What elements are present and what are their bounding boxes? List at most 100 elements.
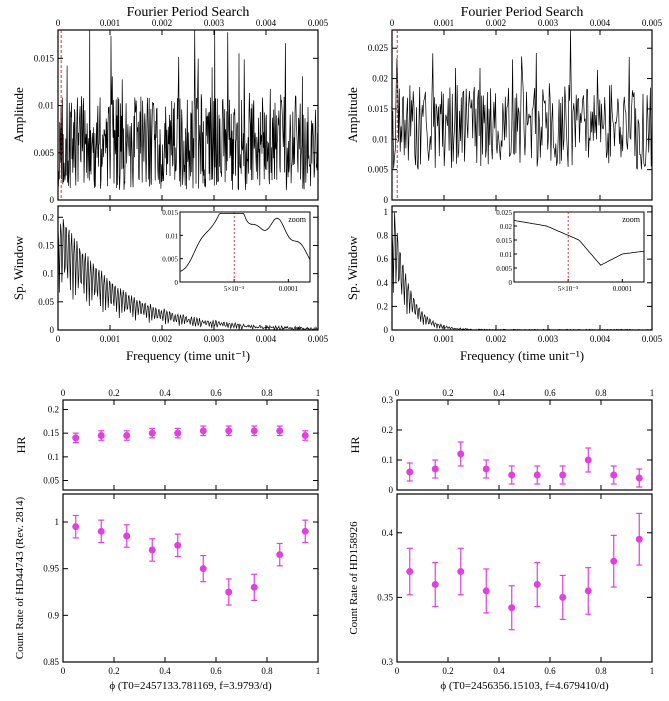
phase-top-xtick: 0.4 <box>159 388 171 398</box>
spw-xtick: 0 <box>56 334 61 344</box>
amp-ytick: 0.005 <box>368 165 389 175</box>
phase-top-xtick: 0 <box>395 388 400 398</box>
top-tick-label: 0.005 <box>308 18 328 28</box>
spw-ylabel: Sp. Window <box>11 235 26 300</box>
cr-point <box>458 569 464 575</box>
plot-frame <box>63 400 318 490</box>
hr-point <box>585 457 591 463</box>
spw-xtick: 0.001 <box>100 334 120 344</box>
right-column: Fourier Period Search 0 0.001 0.002 0.003 0.0… <box>342 0 662 701</box>
inset-xtick: 0.0001 <box>279 285 299 293</box>
amp-ytick: 0.015 <box>368 104 389 114</box>
spw-ytick: 0 <box>50 325 55 335</box>
left-fourier-stack: Fourier Period Search 0 0.001 0.002 0.003 0.0… <box>8 0 328 370</box>
top-tick-label: 0.002 <box>152 18 172 28</box>
hr-ytick: 0.1 <box>382 455 393 465</box>
cr-point <box>277 552 283 558</box>
cr-point <box>200 566 206 572</box>
cr-point <box>149 547 155 553</box>
amp-ytick: 0.01 <box>38 101 54 111</box>
spw-ytick: 1 <box>384 207 389 217</box>
spw-ytick: 0.2 <box>43 212 54 222</box>
inset-xtick: 0.0001 <box>613 285 633 293</box>
hr-point <box>534 472 540 478</box>
phase-top-xtick: 0.2 <box>108 388 119 398</box>
spw-xtick: 0.004 <box>590 334 611 344</box>
cr-xtick: 0.8 <box>261 666 273 676</box>
cr-ylabel: Count Rate of HD158926 <box>348 521 360 635</box>
phase-left-svg: 00.20.40.60.810.050.10.150.2HR0.850.90.9… <box>8 382 328 694</box>
hr-ytick: 0.05 <box>43 476 59 486</box>
amp-ylabel: Amplitude <box>11 87 26 143</box>
hr-ytick: 0 <box>389 485 394 495</box>
hr-point <box>226 428 232 434</box>
hr-point <box>251 428 257 434</box>
hr-point <box>458 451 464 457</box>
spw-ylabel: Sp. Window <box>345 235 360 300</box>
amplitude-spectrum <box>392 30 652 169</box>
hr-point <box>98 433 104 439</box>
phase-top-xtick: 0.4 <box>493 388 505 398</box>
spw-xtick: 0.005 <box>308 334 328 344</box>
fourier-title: Fourier Period Search <box>461 5 584 20</box>
inset-ytick: 0.02 <box>500 223 513 231</box>
top-tick-label: 0.002 <box>486 18 506 28</box>
hr-ylabel: HR <box>348 437 362 454</box>
hr-point <box>483 466 489 472</box>
hr-point <box>175 430 181 436</box>
cr-point <box>483 588 489 594</box>
spw-ytick: 0.8 <box>377 231 389 241</box>
cr-xtick: 1 <box>316 666 321 676</box>
cr-point <box>175 542 181 548</box>
spw-ytick: 0 <box>384 325 389 335</box>
cr-xtick: 0.6 <box>210 666 222 676</box>
page: Fourier Period Search 0 0.001 0.002 0.003 0.0… <box>0 0 669 701</box>
spw-xtick: 0.002 <box>152 334 172 344</box>
hr-point <box>200 428 206 434</box>
cr-ytick: 0.35 <box>377 592 393 602</box>
cr-point <box>226 589 232 595</box>
spw-xtick: 0.003 <box>538 334 559 344</box>
phase-xlabel: ϕ (T0=2456356.15103, f=4.679410/d) <box>440 680 609 692</box>
cr-point <box>432 581 438 587</box>
top-tick-label: 0.001 <box>434 18 454 28</box>
hr-ytick: 0.1 <box>48 452 59 462</box>
fourier-title: Fourier Period Search <box>127 5 250 20</box>
hr-point <box>149 430 155 436</box>
spw-ytick: 0.1 <box>43 269 54 279</box>
plot-frame <box>392 30 652 200</box>
cr-point <box>509 605 515 611</box>
cr-point <box>251 584 257 590</box>
spw-xtick: 0.002 <box>486 334 506 344</box>
spw-xtick: 0.003 <box>204 334 225 344</box>
inset-ytick: 0 <box>175 279 179 287</box>
amp-ytick: 0.025 <box>368 43 389 53</box>
cr-point <box>585 588 591 594</box>
cr-point <box>636 536 642 542</box>
top-tick-label: 0 <box>56 18 61 28</box>
cr-xtick: 0.4 <box>159 666 171 676</box>
top-tick-label: 0.003 <box>204 18 225 28</box>
inset-ytick: 0 <box>509 279 513 287</box>
spw-ytick: 0.6 <box>377 254 389 264</box>
cr-xtick: 0.6 <box>544 666 556 676</box>
cr-point <box>98 528 104 534</box>
spw-xtick: 0.005 <box>642 334 662 344</box>
cr-point <box>560 594 566 600</box>
spw-xtick: 0 <box>390 334 395 344</box>
spw-xtick: 0.001 <box>434 334 454 344</box>
inset-xtick: 5×10⁻⁵ <box>224 285 245 293</box>
inset-ytick: 0.005 <box>162 256 178 264</box>
phase-xlabel: ϕ (T0=2457133.781169, f=3.9793/d) <box>109 680 272 692</box>
hr-point <box>509 472 515 478</box>
amp-ytick: 0.015 <box>34 53 55 63</box>
top-tick-label: 0.003 <box>538 18 559 28</box>
top-tick-label: 0.004 <box>256 18 277 28</box>
left-column: Fourier Period Search 0 0.001 0.002 0.003 0.0… <box>8 0 328 701</box>
hr-ylabel: HR <box>14 437 28 454</box>
hr-ytick: 0.2 <box>48 404 59 414</box>
cr-point <box>407 569 413 575</box>
hr-point <box>73 435 79 441</box>
inset-label: zoom <box>622 215 641 224</box>
phase-top-xtick: 1 <box>650 388 655 398</box>
